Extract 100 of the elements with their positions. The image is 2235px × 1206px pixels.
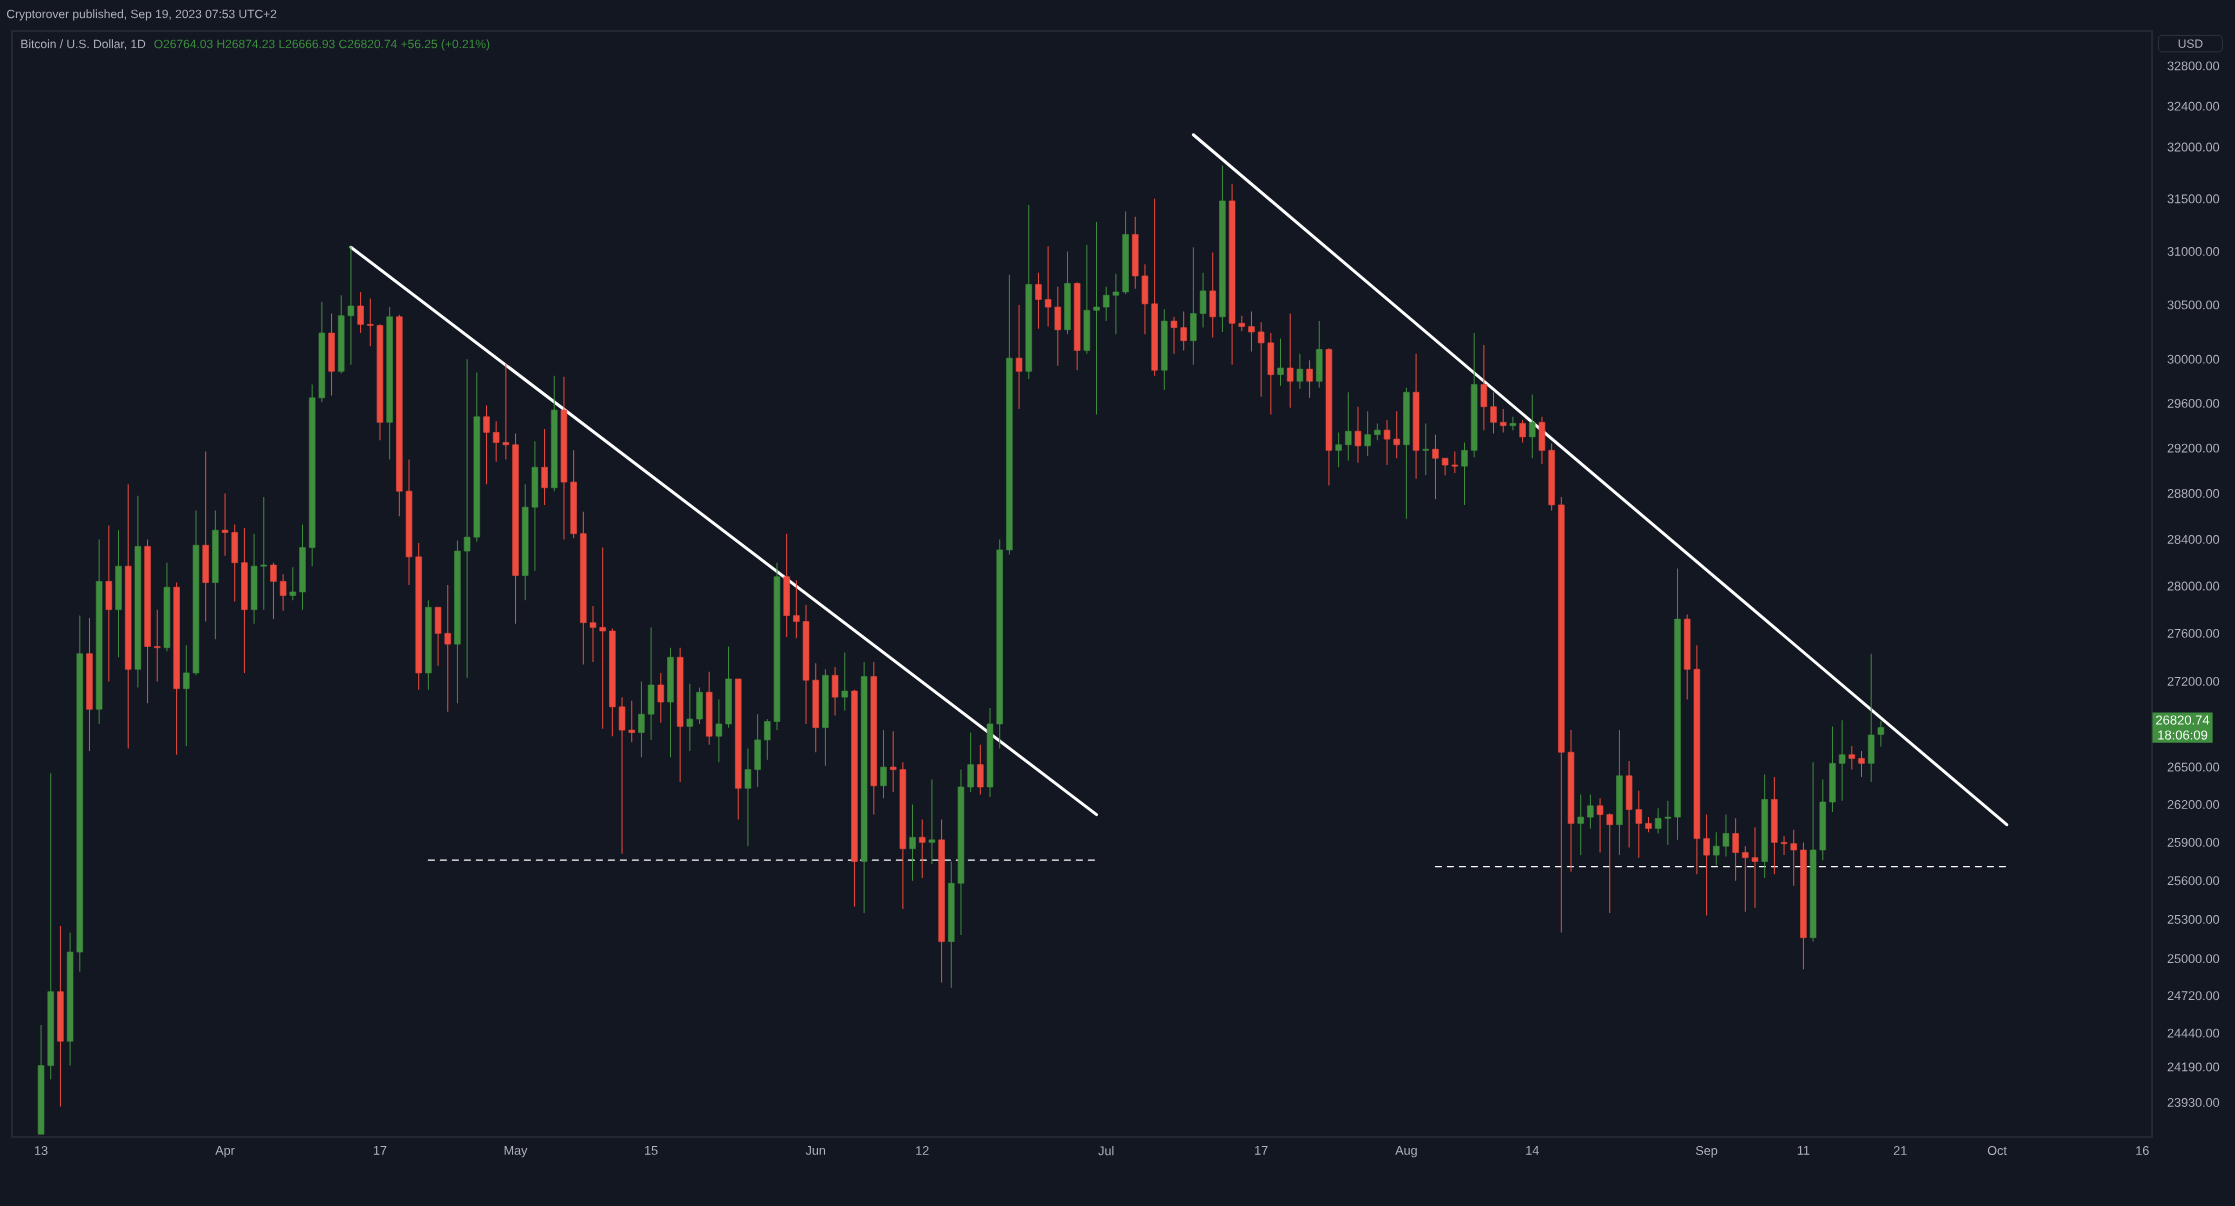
- candlestick: [444, 584, 451, 713]
- x-tick-label: 21: [1893, 1146, 1907, 1155]
- candlestick: [841, 652, 848, 712]
- candlestick: [1500, 408, 1507, 433]
- y-tick-label: 32800.00: [2167, 61, 2220, 71]
- candlestick: [1335, 431, 1342, 468]
- candlestick: [1790, 829, 1797, 887]
- candlestick: [1296, 353, 1304, 390]
- y-axis-title: USD: [2178, 39, 2203, 48]
- candlestick: [1015, 304, 1023, 410]
- y-tick-label: 24440.00: [2167, 1028, 2220, 1038]
- candlestick: [1490, 391, 1497, 435]
- candlestick: [183, 644, 190, 747]
- candlestick: [1664, 800, 1672, 846]
- candlestick: [1432, 434, 1439, 500]
- candlestick: [1103, 286, 1110, 322]
- x-tick-label: Oct: [1987, 1146, 2007, 1155]
- y-tick-label: 31000.00: [2167, 246, 2220, 256]
- candlestick: [1035, 272, 1042, 330]
- candlestick: [909, 804, 916, 882]
- text: Bitcoin / U.S. Dollar, 1D: [21, 39, 146, 50]
- y-tick-label: 25900.00: [2167, 837, 2220, 847]
- y-tick-label: 25300.00: [2167, 914, 2220, 924]
- text: 26820.74: [2156, 715, 2210, 725]
- candlestick: [889, 730, 897, 793]
- x-tick-label: Apr: [215, 1146, 235, 1158]
- x-tick-label: 17: [1255, 1146, 1268, 1155]
- candlestick: [492, 420, 500, 463]
- x-tick-label: 11: [1797, 1146, 1810, 1155]
- candlestick: [367, 297, 374, 347]
- candlestick: [1654, 807, 1662, 835]
- x-tick-label: 17: [373, 1146, 387, 1155]
- x-tick-label: 14: [1526, 1146, 1539, 1155]
- x-tick-label: May: [504, 1146, 528, 1158]
- candlestick: [1838, 719, 1846, 802]
- x-tick-label: 15: [645, 1146, 658, 1155]
- candlestick: [1306, 359, 1313, 399]
- candlestick: [1277, 338, 1284, 387]
- candlestick: [1112, 273, 1120, 335]
- candlestick: [618, 696, 626, 855]
- candlestick: [1393, 410, 1400, 459]
- x-tick-label: 16: [2136, 1146, 2149, 1155]
- candlestick: [1286, 313, 1294, 409]
- candlestick: [1441, 457, 1449, 476]
- candlestick: [1383, 419, 1391, 466]
- y-tick-label: 29200.00: [2167, 443, 2220, 453]
- candlestick: [347, 245, 355, 366]
- candlestick: [977, 744, 984, 795]
- candlestick: [260, 496, 267, 611]
- text: O26764.03 H26874.23 L26666.93 C26820.74 +56.25 (+0.21%): [154, 39, 490, 51]
- candlestick: [1732, 817, 1739, 882]
- y-tick-label: 28000.00: [2167, 581, 2220, 591]
- candlestick: [279, 573, 287, 612]
- candlestick: [1606, 812, 1613, 914]
- y-tick-label: 31500.00: [2167, 194, 2220, 204]
- candlestick: [686, 683, 694, 752]
- candlestick: [1248, 310, 1255, 353]
- candlestick: [1703, 814, 1710, 917]
- candlestick: [1529, 394, 1536, 459]
- x-tick-label: Aug: [1395, 1146, 1417, 1158]
- y-tick-label: 28800.00: [2167, 488, 2220, 498]
- candlestick: [764, 718, 771, 761]
- y-tick-label: 26200.00: [2167, 800, 2220, 809]
- candlestick: [1722, 814, 1730, 857]
- candlestick: [967, 732, 974, 793]
- candlestick: [880, 729, 887, 799]
- candlestick: [1877, 720, 1885, 747]
- x-tick-label: 13: [35, 1146, 48, 1155]
- candlestick: [831, 666, 839, 716]
- x-tick-label: Jul: [1098, 1146, 1114, 1156]
- y-tick-label: 24720.00: [2167, 991, 2220, 1001]
- candlestick: [589, 605, 597, 663]
- candlestick: [1461, 441, 1468, 506]
- candlestick: [541, 428, 548, 506]
- y-tick-label: 27600.00: [2167, 628, 2220, 638]
- candlestick: [1519, 419, 1526, 443]
- candlestick: [628, 700, 635, 743]
- y-tick-label: 28400.00: [2167, 534, 2220, 544]
- y-tick-label: 32000.00: [2167, 142, 2220, 152]
- candlestick: [1451, 450, 1459, 474]
- candlestick: [1509, 416, 1517, 431]
- x-tick-label: 12: [916, 1146, 929, 1155]
- candlestick: [1354, 406, 1362, 464]
- candlestick: [638, 680, 645, 758]
- candlestick: [1751, 826, 1759, 909]
- candlestick: [221, 492, 229, 557]
- text: Cryptorover published, Sep 19, 2023 07:53 UTC+2: [7, 9, 277, 21]
- candlestick: [270, 562, 277, 620]
- candlestick: [463, 358, 471, 679]
- candlestick: [1044, 245, 1052, 328]
- candlestick: [1180, 310, 1187, 351]
- y-tick-label: 30000.00: [2167, 354, 2220, 364]
- y-tick-label: 30500.00: [2167, 300, 2220, 310]
- candlestick: [793, 579, 800, 639]
- y-tick-label: 29600.00: [2167, 398, 2220, 408]
- candlestick: [599, 547, 606, 730]
- y-tick-label: 25600.00: [2167, 876, 2220, 886]
- y-tick-label: 26500.00: [2167, 762, 2220, 772]
- candlestick: [154, 609, 161, 682]
- candlestick: [657, 672, 664, 724]
